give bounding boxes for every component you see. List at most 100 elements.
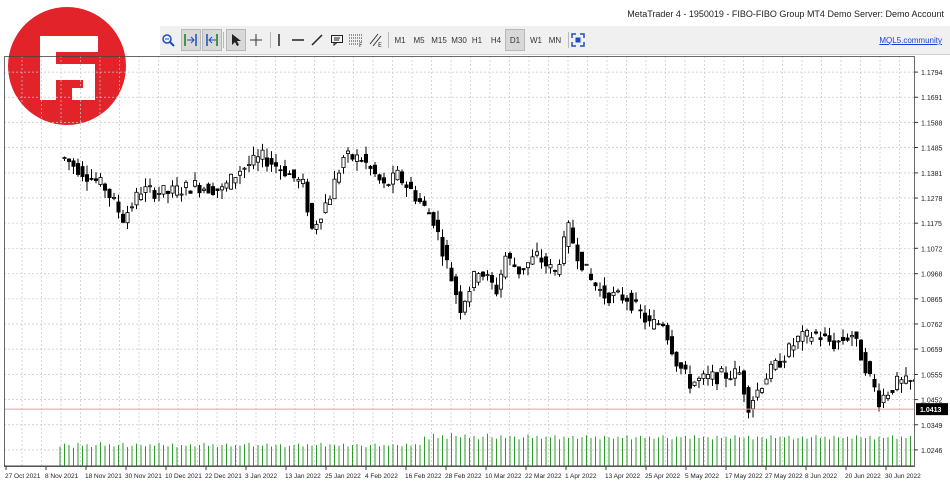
time-tick-label: 20 Jun 2022 <box>845 473 881 480</box>
bearish-candle <box>444 244 449 261</box>
bullish-candle <box>809 337 814 342</box>
bullish-candle <box>345 150 350 154</box>
bullish-candle <box>503 255 508 278</box>
timeframe-h4[interactable]: H4 <box>490 35 502 45</box>
timeframe-m5[interactable]: M5 <box>413 35 425 45</box>
bullish-candle <box>179 193 184 196</box>
bullish-candle <box>138 193 143 200</box>
bullish-candle <box>476 273 481 283</box>
text-label-icon[interactable] <box>327 29 347 51</box>
bearish-candle <box>458 291 463 313</box>
bearish-candle <box>629 292 634 311</box>
time-tick-label: 27 Oct 2021 <box>5 473 41 480</box>
bullish-candle <box>336 172 341 183</box>
timeframe-m1[interactable]: M1 <box>394 35 406 45</box>
timeframe-d1[interactable]: D1 <box>505 29 525 51</box>
bullish-candle <box>755 389 760 398</box>
bullish-candle <box>895 375 900 390</box>
bullish-candle <box>787 343 792 357</box>
time-tick-label: 27 May 2022 <box>765 473 803 480</box>
price-chart[interactable]: 1.1794 1.1691 1.1588 1.1485 1.1381 1.1278 1.11… <box>4 56 950 484</box>
bullish-candle <box>656 323 661 326</box>
bullish-candle <box>201 188 206 191</box>
bullish-candle <box>836 340 841 343</box>
cursor-icon[interactable] <box>226 29 246 51</box>
bullish-candle <box>237 170 242 176</box>
vertical-line-icon[interactable] <box>269 29 289 51</box>
trendline-icon[interactable] <box>307 29 327 51</box>
timeframe-h1[interactable]: H1 <box>471 35 483 45</box>
bearish-candle <box>89 178 94 180</box>
bearish-candle <box>269 158 274 165</box>
timeframe-m30[interactable]: M30 <box>451 35 467 45</box>
toolbar-separator <box>223 32 224 48</box>
bullish-candle <box>485 274 490 277</box>
bullish-candle <box>706 374 711 380</box>
bullish-candle <box>562 236 567 264</box>
bearish-candle <box>507 252 512 259</box>
chart-frame <box>4 56 915 467</box>
bullish-candle <box>611 291 616 297</box>
time-tick-label: 18 Nov 2021 <box>85 473 122 480</box>
fullscreen-icon[interactable] <box>568 29 588 51</box>
bearish-candle <box>521 268 526 271</box>
bearish-candle <box>679 362 684 369</box>
bullish-candle <box>395 169 400 181</box>
bullish-candle <box>566 222 571 247</box>
timeframe-w1[interactable]: W1 <box>530 35 542 45</box>
bullish-candle <box>584 263 589 266</box>
bullish-candle <box>908 380 913 382</box>
bullish-candle <box>224 182 229 189</box>
bearish-candle <box>404 184 409 188</box>
time-tick-label: 25 Jan 2022 <box>325 473 361 480</box>
bearish-candle <box>841 336 846 341</box>
bullish-candle <box>782 360 787 363</box>
bullish-candle <box>652 319 657 330</box>
bullish-candle <box>796 335 801 343</box>
bullish-candle <box>134 191 139 206</box>
bullish-candle <box>323 202 328 214</box>
bullish-candle <box>467 291 472 303</box>
zoom-in-icon[interactable] <box>158 29 178 51</box>
horizontal-line-icon[interactable] <box>288 29 308 51</box>
bullish-candle <box>535 251 540 256</box>
bearish-candle <box>661 323 666 327</box>
bearish-candle <box>264 157 269 167</box>
bearish-candle <box>634 299 639 302</box>
bearish-candle <box>643 312 648 323</box>
chart-shift-icon[interactable] <box>202 29 222 51</box>
toolbar-separator <box>568 32 569 48</box>
bullish-candle <box>616 290 621 293</box>
timeframe-mn[interactable]: MN <box>548 35 562 45</box>
bearish-candle <box>399 171 404 184</box>
crosshair-icon[interactable] <box>246 29 266 51</box>
time-tick-label: 8 Jun 2022 <box>805 473 838 480</box>
timeframe-m15[interactable]: M15 <box>431 35 447 45</box>
bearish-candle <box>282 166 287 177</box>
auto-scroll-icon[interactable] <box>181 29 201 51</box>
volume-histogram <box>59 433 947 466</box>
bullish-candle <box>697 377 702 381</box>
bullish-candle <box>156 193 161 195</box>
trend-channel-icon[interactable]: E <box>366 29 386 51</box>
bullish-candle <box>471 271 476 288</box>
bearish-candle <box>71 160 76 167</box>
bullish-candle <box>386 184 391 186</box>
fibonacci-icon[interactable]: F <box>346 29 366 51</box>
price-tick-label: 1.1794 <box>921 70 943 77</box>
mql5-community-link[interactable]: MQL5.community <box>879 36 942 45</box>
bearish-candle <box>868 361 873 374</box>
bearish-candle <box>625 297 630 302</box>
bullish-candle <box>228 173 233 190</box>
bearish-candle <box>359 159 364 162</box>
bearish-candle <box>575 244 580 262</box>
price-tick-label: 1.1278 <box>921 196 943 203</box>
bullish-candle <box>354 154 359 162</box>
bearish-candle <box>372 164 377 175</box>
time-axis: 27 Oct 2021 8 Nov 2021 18 Nov 2021 30 Nov 2… <box>4 465 921 484</box>
bullish-candle <box>598 288 603 291</box>
bullish-candle <box>125 212 130 224</box>
bearish-candle <box>778 360 783 368</box>
time-tick-label: 13 Apr 2022 <box>605 473 640 480</box>
bearish-candle <box>854 331 859 339</box>
